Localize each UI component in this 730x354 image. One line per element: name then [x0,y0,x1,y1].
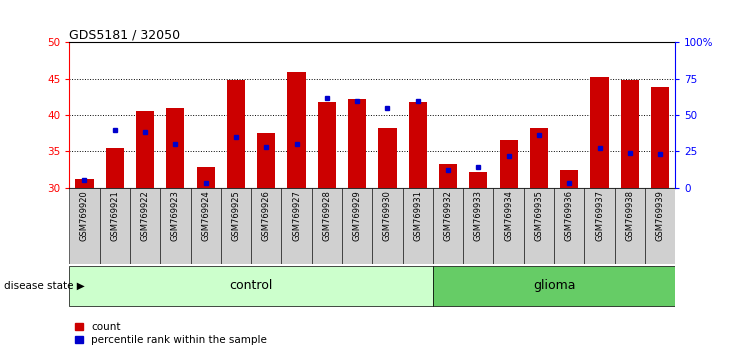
Bar [221,188,251,264]
Bar [439,164,457,188]
Bar [130,188,161,264]
Bar [615,188,645,264]
Bar [584,188,615,264]
Bar [318,102,336,188]
Bar [191,188,220,264]
Text: GSM769922: GSM769922 [141,190,150,241]
Text: GSM769927: GSM769927 [292,190,301,241]
Bar [493,188,524,264]
Bar [136,112,154,188]
Text: GSM769920: GSM769920 [80,190,89,241]
Text: GSM769937: GSM769937 [595,190,604,241]
Text: GDS5181 / 32050: GDS5181 / 32050 [69,28,180,41]
Bar [499,141,518,188]
Bar [620,80,639,188]
Text: GSM769924: GSM769924 [201,190,210,241]
Text: GSM769931: GSM769931 [413,190,422,241]
Text: GSM769926: GSM769926 [262,190,271,241]
Bar [69,188,99,264]
Text: disease state ▶: disease state ▶ [4,281,85,291]
Text: GSM769928: GSM769928 [323,190,331,241]
Bar [227,80,245,188]
Text: control: control [229,279,273,292]
Bar [99,188,130,264]
Text: GSM769921: GSM769921 [110,190,119,241]
Bar [348,99,366,188]
Bar [161,188,191,264]
Bar [554,188,584,264]
Bar [463,188,493,264]
Bar [196,167,215,188]
Bar [591,77,609,188]
Bar [403,188,433,264]
Bar [524,188,554,264]
Bar [69,266,433,306]
Bar [651,87,669,188]
Text: GSM769936: GSM769936 [565,190,574,241]
Text: glioma: glioma [533,279,575,292]
Bar [251,188,282,264]
Text: GSM769938: GSM769938 [626,190,634,241]
Text: GSM769930: GSM769930 [383,190,392,241]
Bar [288,72,306,188]
Text: GSM769925: GSM769925 [231,190,240,241]
Text: GSM769923: GSM769923 [171,190,180,241]
Bar [409,102,427,188]
Bar [75,179,93,188]
Text: GSM769932: GSM769932 [444,190,453,241]
Bar [312,188,342,264]
Bar [372,188,403,264]
Bar [378,128,396,188]
Bar [166,108,185,188]
Legend: count, percentile rank within the sample: count, percentile rank within the sample [74,322,267,345]
Bar [645,188,675,264]
Bar [469,172,488,188]
Bar [433,188,464,264]
Text: GSM769933: GSM769933 [474,190,483,241]
Text: GSM769939: GSM769939 [656,190,664,241]
Text: GSM769934: GSM769934 [504,190,513,241]
Text: GSM769935: GSM769935 [534,190,543,241]
Bar [560,170,578,188]
Bar [282,188,312,264]
Bar [530,128,548,188]
Bar [342,188,372,264]
Bar [106,148,124,188]
Bar [257,133,275,188]
Bar [433,266,675,306]
Text: GSM769929: GSM769929 [353,190,361,241]
